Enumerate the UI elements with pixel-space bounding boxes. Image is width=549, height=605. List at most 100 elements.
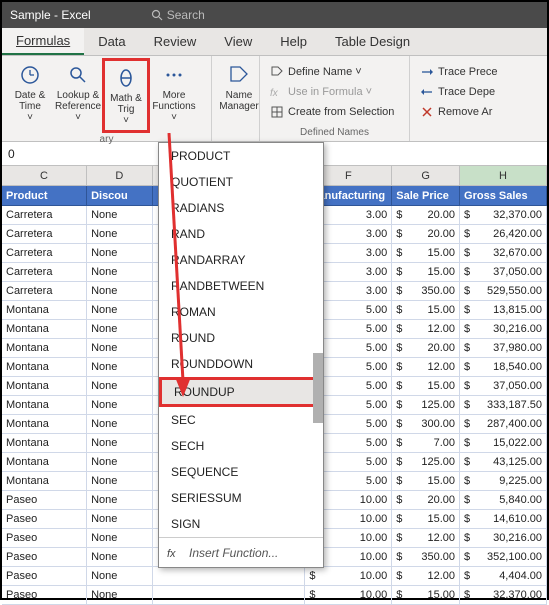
cell-price[interactable]: $15.00: [392, 510, 460, 529]
cell-discount[interactable]: None: [87, 358, 153, 377]
cell-product[interactable]: Paseo: [2, 491, 87, 510]
cell-gross[interactable]: $352,100.00: [460, 548, 547, 567]
cell-price[interactable]: $20.00: [392, 206, 460, 225]
cell-gross[interactable]: $287,400.00: [460, 415, 547, 434]
cell-product[interactable]: Paseo: [2, 567, 87, 586]
cell-price[interactable]: $125.00: [392, 453, 460, 472]
dropdown-item-rounddown[interactable]: ROUNDDOWN: [159, 351, 323, 377]
cell-price[interactable]: $15.00: [392, 472, 460, 491]
cell-discount[interactable]: None: [87, 567, 153, 586]
cell-price[interactable]: $350.00: [392, 282, 460, 301]
cell-gross[interactable]: $37,050.00: [460, 377, 547, 396]
trace-dependents-button[interactable]: Trace Depe: [420, 82, 530, 102]
table-header[interactable]: Discou: [87, 186, 153, 206]
cell-product[interactable]: Carretera: [2, 244, 87, 263]
remove-arrows-button[interactable]: Remove Ar: [420, 102, 530, 122]
cell-discount[interactable]: None: [87, 339, 153, 358]
cell-product[interactable]: Montana: [2, 434, 87, 453]
col-header[interactable]: D: [87, 166, 153, 186]
dropdown-item-roman[interactable]: ROMAN: [159, 299, 323, 325]
cell-gross[interactable]: $18,540.00: [460, 358, 547, 377]
cell-discount[interactable]: None: [87, 244, 153, 263]
lookup-reference-button[interactable]: Lookup &Reference˅: [54, 58, 102, 133]
cell-discount[interactable]: None: [87, 510, 153, 529]
cell-discount[interactable]: None: [87, 301, 153, 320]
cell-price[interactable]: $12.00: [392, 567, 460, 586]
cell-price[interactable]: $20.00: [392, 491, 460, 510]
cell-product[interactable]: Montana: [2, 396, 87, 415]
name-manager-button[interactable]: Name Manager: [216, 58, 262, 116]
cell-gross[interactable]: $26,420.00: [460, 225, 547, 244]
cell-gross[interactable]: $9,225.00: [460, 472, 547, 491]
cell-gross[interactable]: $30,216.00: [460, 529, 547, 548]
dropdown-item-sign[interactable]: SIGN: [159, 511, 323, 537]
cell-product[interactable]: Montana: [2, 358, 87, 377]
use-in-formula-button[interactable]: fxUse in Formula ˅: [270, 82, 399, 102]
cell-gross[interactable]: $32,370.00: [460, 586, 547, 605]
cell-price[interactable]: $125.00: [392, 396, 460, 415]
cell-product[interactable]: Montana: [2, 377, 87, 396]
define-name-button[interactable]: Define Name ˅: [270, 62, 399, 82]
search-box[interactable]: Search: [151, 8, 205, 22]
table-header[interactable]: Product: [2, 186, 87, 206]
dropdown-item-sec[interactable]: SEC: [159, 407, 323, 433]
col-header[interactable]: G: [392, 166, 460, 186]
cell-price[interactable]: $20.00: [392, 225, 460, 244]
cell-price[interactable]: $12.00: [392, 320, 460, 339]
cell-gross[interactable]: $13,815.00: [460, 301, 547, 320]
cell-discount[interactable]: None: [87, 225, 153, 244]
cell-price[interactable]: $20.00: [392, 339, 460, 358]
date-time-button[interactable]: Date &Time˅: [6, 58, 54, 133]
tab-formulas[interactable]: Formulas: [2, 28, 84, 55]
cell-price[interactable]: $15.00: [392, 586, 460, 605]
cell-price[interactable]: $7.00: [392, 434, 460, 453]
more-functions-button[interactable]: MoreFunctions˅: [150, 58, 198, 133]
col-header[interactable]: C: [2, 166, 87, 186]
cell-gross[interactable]: $32,670.00: [460, 244, 547, 263]
tab-table-design[interactable]: Table Design: [321, 28, 424, 55]
dropdown-item-roundup[interactable]: ROUNDUP: [159, 377, 323, 407]
cell-discount[interactable]: None: [87, 320, 153, 339]
tab-data[interactable]: Data: [84, 28, 139, 55]
dropdown-item-sech[interactable]: SECH: [159, 433, 323, 459]
tab-help[interactable]: Help: [266, 28, 321, 55]
cell-discount[interactable]: None: [87, 206, 153, 225]
cell-product[interactable]: Paseo: [2, 586, 87, 605]
cell-mfg[interactable]: $10.00: [305, 567, 392, 586]
tab-review[interactable]: Review: [140, 28, 211, 55]
dropdown-item-product[interactable]: PRODUCT: [159, 143, 323, 169]
dropdown-item-rand[interactable]: RAND: [159, 221, 323, 247]
table-header[interactable]: Sale Price: [392, 186, 460, 206]
math-trig-button[interactable]: Math &Trig˅: [102, 58, 150, 133]
cell-gross[interactable]: $4,404.00: [460, 567, 547, 586]
cell-mfg[interactable]: $10.00: [305, 586, 392, 605]
cell-gross[interactable]: $30,216.00: [460, 320, 547, 339]
cell-product[interactable]: Carretera: [2, 206, 87, 225]
cell-product[interactable]: Paseo: [2, 529, 87, 548]
tab-view[interactable]: View: [210, 28, 266, 55]
cell-discount[interactable]: None: [87, 586, 153, 605]
dropdown-item-quotient[interactable]: QUOTIENT: [159, 169, 323, 195]
table-header[interactable]: Gross Sales: [460, 186, 547, 206]
cell-gross[interactable]: $15,022.00: [460, 434, 547, 453]
scrollbar-thumb[interactable]: [313, 353, 323, 423]
create-from-selection-button[interactable]: Create from Selection: [270, 102, 399, 122]
cell-discount[interactable]: None: [87, 377, 153, 396]
cell-product[interactable]: Paseo: [2, 510, 87, 529]
dropdown-item-randarray[interactable]: RANDARRAY: [159, 247, 323, 273]
trace-precedents-button[interactable]: Trace Prece: [420, 62, 530, 82]
dropdown-item-round[interactable]: ROUND: [159, 325, 323, 351]
cell-discount[interactable]: None: [87, 396, 153, 415]
cell-price[interactable]: $350.00: [392, 548, 460, 567]
cell-gross[interactable]: $529,550.00: [460, 282, 547, 301]
dropdown-item-randbetween[interactable]: RANDBETWEEN: [159, 273, 323, 299]
cell-gross[interactable]: $37,980.00: [460, 339, 547, 358]
cell-price[interactable]: $300.00: [392, 415, 460, 434]
cell-discount[interactable]: None: [87, 529, 153, 548]
cell-price[interactable]: $15.00: [392, 301, 460, 320]
cell-discount[interactable]: None: [87, 263, 153, 282]
cell-product[interactable]: Paseo: [2, 548, 87, 567]
cell-discount[interactable]: None: [87, 453, 153, 472]
cell-product[interactable]: Montana: [2, 453, 87, 472]
cell-gross[interactable]: $333,187.50: [460, 396, 547, 415]
